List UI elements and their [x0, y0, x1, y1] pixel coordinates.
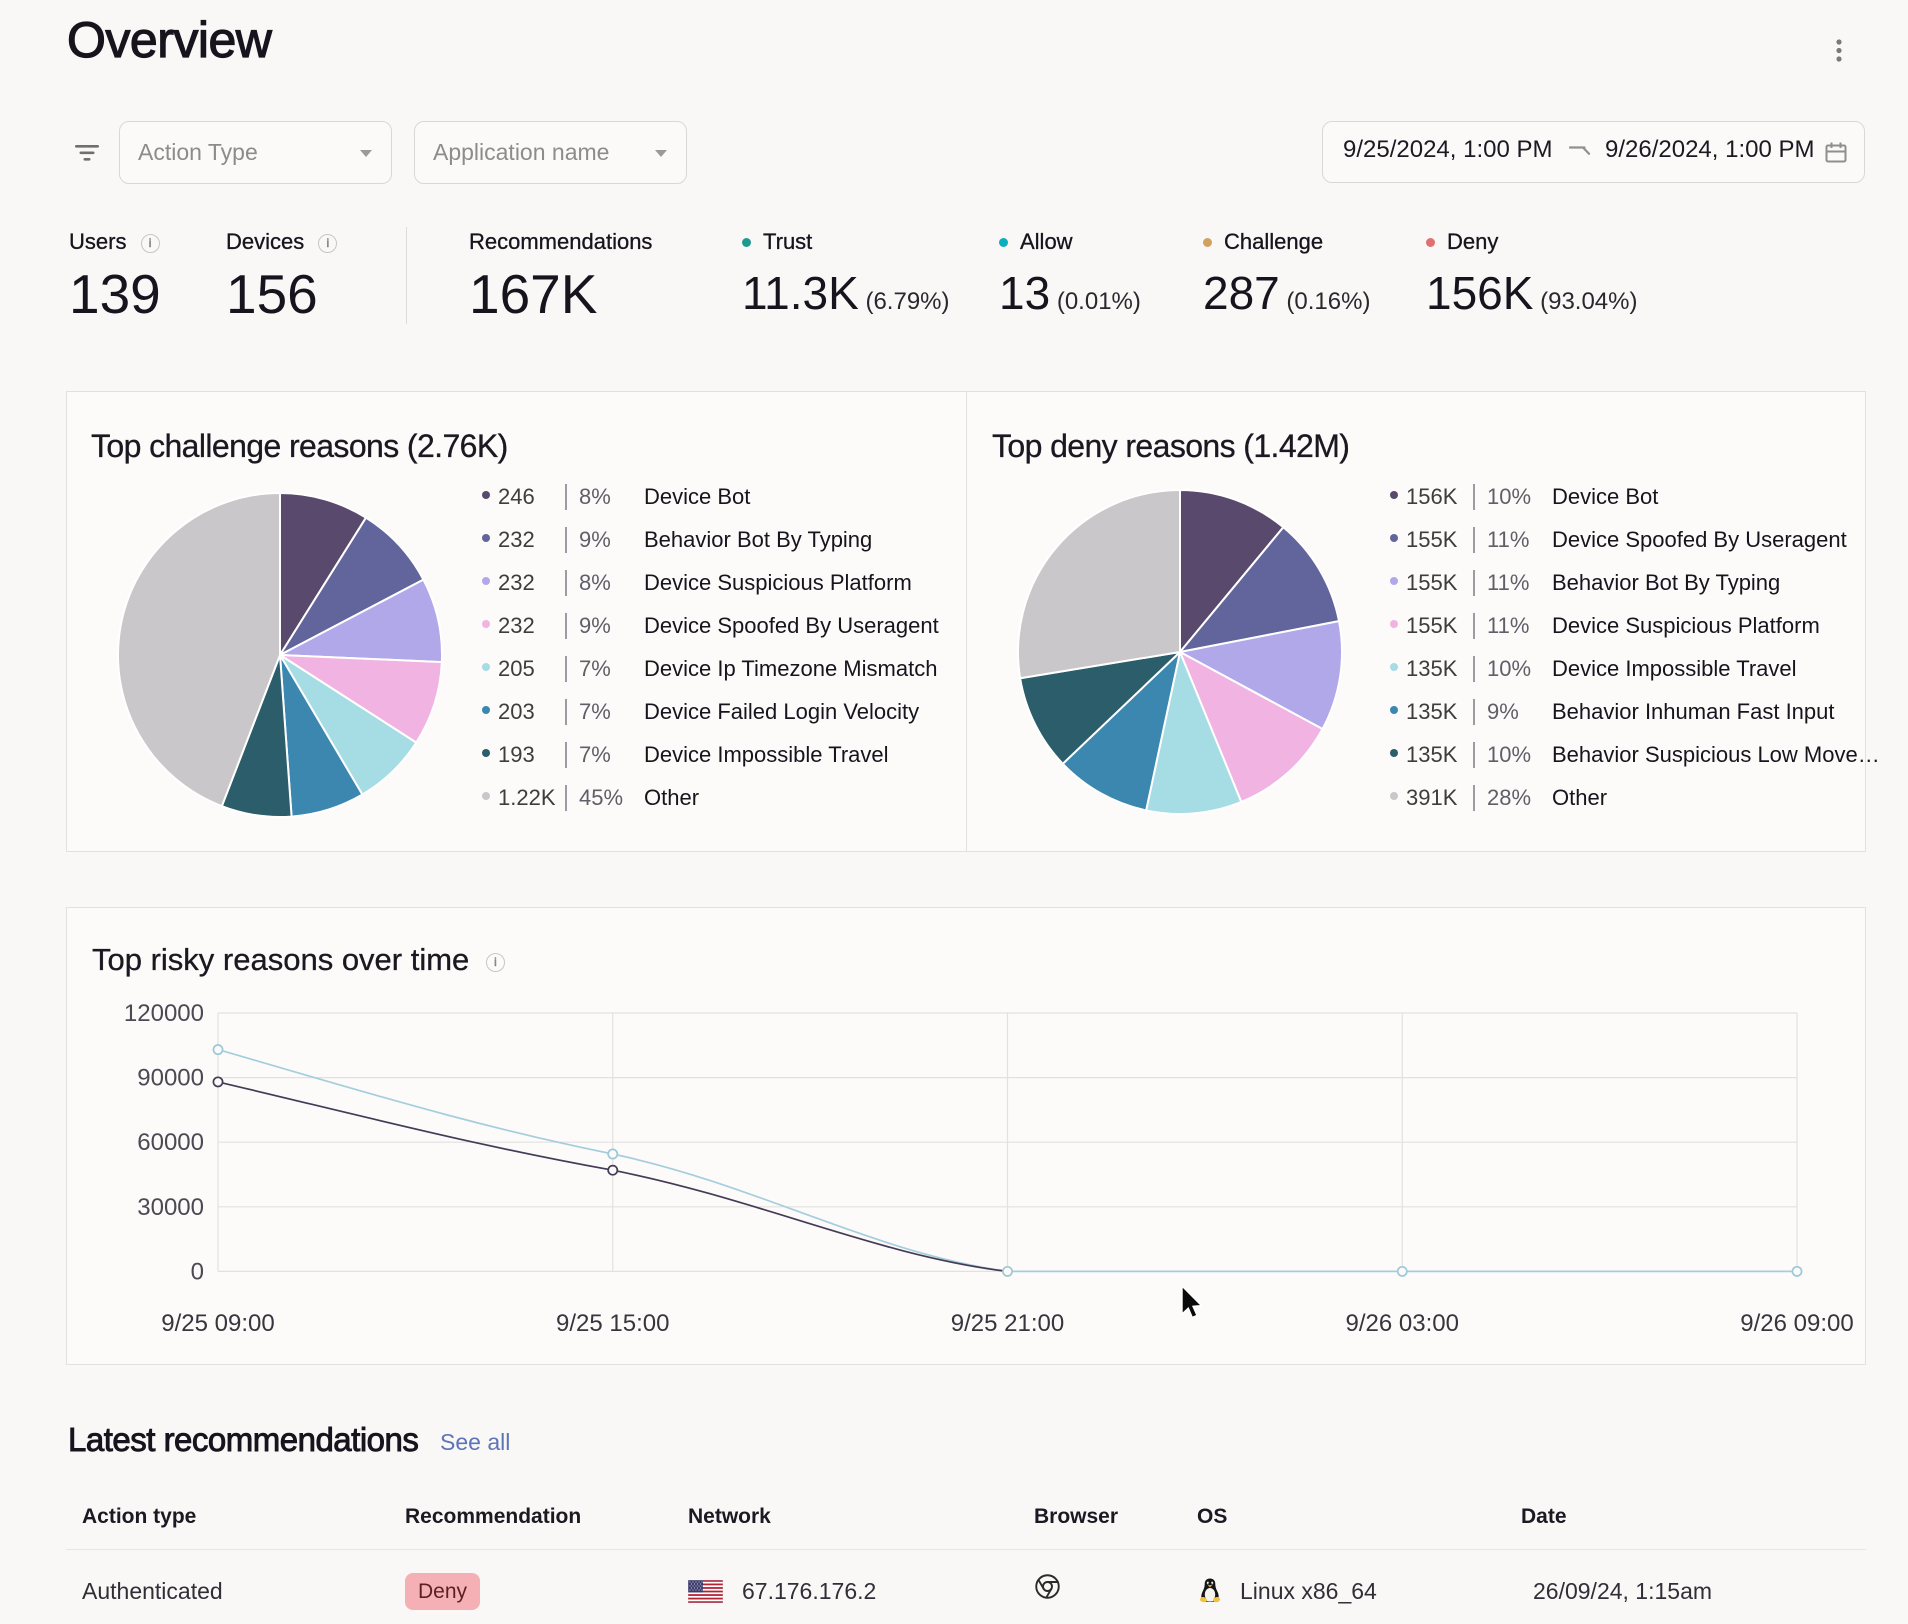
svg-text:0: 0 [191, 1258, 204, 1285]
svg-text:30000: 30000 [137, 1194, 204, 1221]
svg-text:9/26 03:00: 9/26 03:00 [1346, 1310, 1459, 1337]
svg-text:9/25 09:00: 9/25 09:00 [161, 1310, 274, 1337]
svg-text:60000: 60000 [137, 1129, 204, 1156]
svg-text:120000: 120000 [124, 1000, 204, 1027]
svg-text:9/26 09:00: 9/26 09:00 [1740, 1310, 1853, 1337]
svg-text:9/25 15:00: 9/25 15:00 [556, 1310, 669, 1337]
svg-text:90000: 90000 [137, 1065, 204, 1092]
svg-text:9/25 21:00: 9/25 21:00 [951, 1310, 1064, 1337]
